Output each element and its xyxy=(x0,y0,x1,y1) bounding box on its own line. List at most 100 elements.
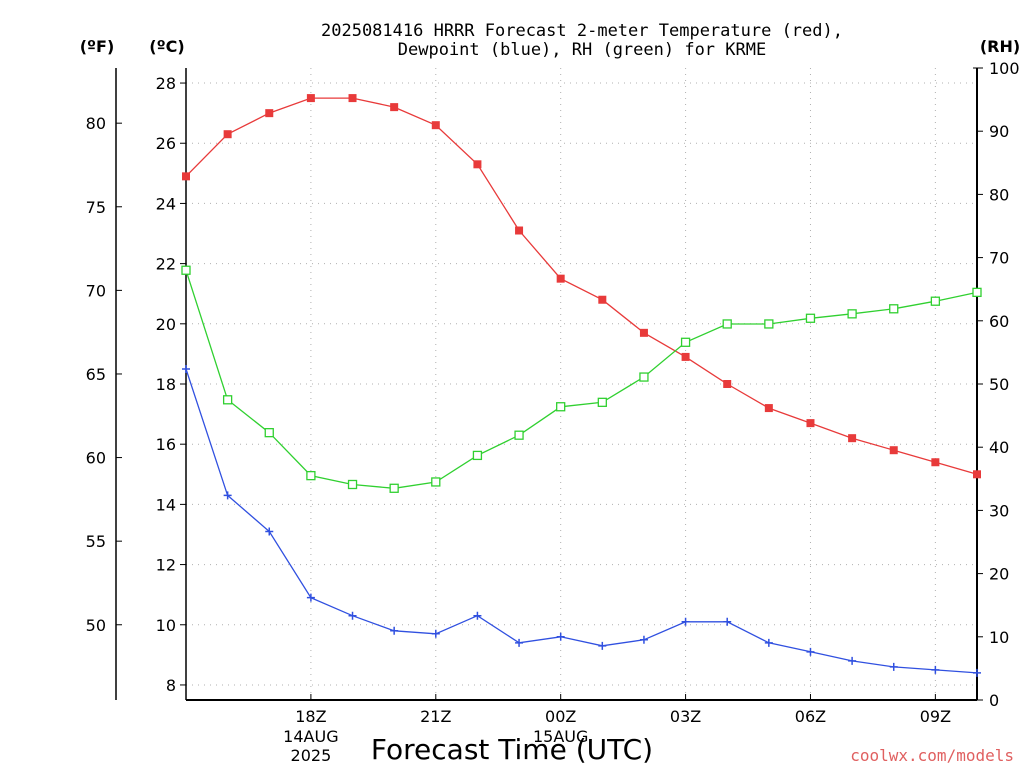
rh-tick-label: 90 xyxy=(989,122,1009,141)
dewpoint-point xyxy=(223,491,232,500)
rh-tick-label: 70 xyxy=(989,249,1009,268)
fahrenheit-tick-label: 55 xyxy=(86,532,106,551)
dewpoint-point xyxy=(681,617,690,626)
temperature-point xyxy=(806,419,815,428)
rh-tick-label: 0 xyxy=(989,691,999,710)
temperature-line xyxy=(185,97,978,475)
celsius-tick-label: 28 xyxy=(156,74,176,93)
rh-tick-label: 20 xyxy=(989,565,1009,584)
watermark: coolwx.com/models xyxy=(850,746,1014,765)
dewpoint-point xyxy=(973,668,981,677)
rh-point xyxy=(930,296,941,306)
temperature-point xyxy=(598,295,607,304)
rh-line xyxy=(185,270,978,489)
rh-tick-label: 10 xyxy=(989,628,1009,647)
celsius-tick-label: 8 xyxy=(166,676,176,695)
rh-tick-label: 80 xyxy=(989,185,1009,204)
rh-point xyxy=(556,402,566,412)
rh-unit-label: (RH) xyxy=(980,37,1020,56)
rh-point xyxy=(389,483,399,493)
celsius-tick-label: 24 xyxy=(156,194,176,213)
x-tick-label: 06Z xyxy=(795,707,826,726)
gridlines xyxy=(186,68,977,700)
x-tick-label: 09Z xyxy=(920,707,951,726)
temperature-point xyxy=(431,121,440,130)
temperature-point xyxy=(182,172,190,181)
rh-point xyxy=(222,395,233,405)
dewpoint-line xyxy=(185,368,978,674)
chart-subtitle: Dewpoint (blue), RH (green) for KRME xyxy=(398,40,766,60)
celsius-tick-label: 12 xyxy=(156,556,176,575)
dewpoint-point xyxy=(556,632,565,641)
temperature-point xyxy=(973,470,981,479)
rh-point xyxy=(805,313,816,323)
tick-labels: 8 10 12 14 16 18 20 22 24 26 28 50 55 60 65 70 75 80 0 10 20… xyxy=(86,59,1020,765)
series xyxy=(185,97,978,674)
rh-point xyxy=(847,309,857,319)
rh-point xyxy=(431,477,441,487)
temperature-point xyxy=(306,94,315,103)
x-tick-date: 15AUG xyxy=(533,727,588,746)
rh-tick-label: 40 xyxy=(989,438,1009,457)
dewpoint-point xyxy=(431,629,440,638)
rh-point xyxy=(722,319,732,329)
dewpoint-point xyxy=(848,656,857,665)
temperature-point xyxy=(723,380,732,388)
temperature-point xyxy=(556,274,565,283)
temperature-point xyxy=(889,446,898,455)
rh-point xyxy=(514,430,524,440)
temperature-point xyxy=(639,328,648,337)
dewpoint-point xyxy=(265,527,274,536)
fahrenheit-tick-label: 65 xyxy=(86,365,106,384)
fahrenheit-unit-label: (ºF) xyxy=(80,37,115,56)
rh-point xyxy=(306,470,316,481)
rh-point xyxy=(472,450,483,461)
fahrenheit-tick-label: 70 xyxy=(86,281,106,300)
celsius-tick-label: 26 xyxy=(156,134,176,153)
rh-tick-label: 30 xyxy=(989,501,1009,520)
x-tick-date: 14AUG xyxy=(283,727,338,746)
temperature-point xyxy=(931,458,940,467)
x-tick-label: 21Z xyxy=(420,707,451,726)
temperature-point xyxy=(223,130,232,139)
rh-point xyxy=(639,372,649,382)
celsius-tick-label: 20 xyxy=(156,315,176,334)
axes xyxy=(115,67,983,701)
rh-tick-label: 100 xyxy=(989,59,1020,78)
x-tick-year: 2025 xyxy=(291,746,332,765)
dewpoint-point xyxy=(348,611,357,620)
dewpoint-point xyxy=(182,364,190,373)
fahrenheit-tick-label: 60 xyxy=(86,449,106,468)
celsius-tick-label: 18 xyxy=(156,375,176,394)
temperature-point xyxy=(515,226,524,235)
celsius-unit-label: (ºC) xyxy=(149,37,184,56)
celsius-tick-label: 22 xyxy=(156,255,176,274)
dewpoint-point xyxy=(723,617,732,626)
rh-tick-label: 60 xyxy=(989,312,1009,331)
temperature-point xyxy=(390,103,399,112)
celsius-tick-label: 14 xyxy=(156,495,176,514)
x-tick-label: 18Z xyxy=(295,707,326,726)
dewpoint-point xyxy=(515,638,524,647)
dewpoint-point xyxy=(889,662,898,671)
temperature-point xyxy=(265,109,274,118)
fahrenheit-tick-label: 50 xyxy=(86,616,106,635)
temperature-point xyxy=(348,94,357,103)
rh-point xyxy=(764,319,774,329)
dewpoint-point xyxy=(473,611,482,620)
dewpoint-point xyxy=(306,593,315,602)
rh-point xyxy=(347,479,358,490)
dewpoint-point xyxy=(390,626,399,635)
rh-point xyxy=(889,304,899,314)
rh-point xyxy=(597,397,607,407)
temperature-point xyxy=(848,434,857,443)
dewpoint-point xyxy=(598,641,607,650)
fahrenheit-tick-label: 80 xyxy=(86,114,106,133)
rh-tick-label: 50 xyxy=(989,375,1009,394)
series-markers xyxy=(181,94,982,677)
rh-point xyxy=(680,337,691,347)
chart-title: 2025081416 HRRR Forecast 2-meter Tempera… xyxy=(321,21,843,41)
rh-point xyxy=(972,287,982,298)
dewpoint-point xyxy=(639,635,648,644)
